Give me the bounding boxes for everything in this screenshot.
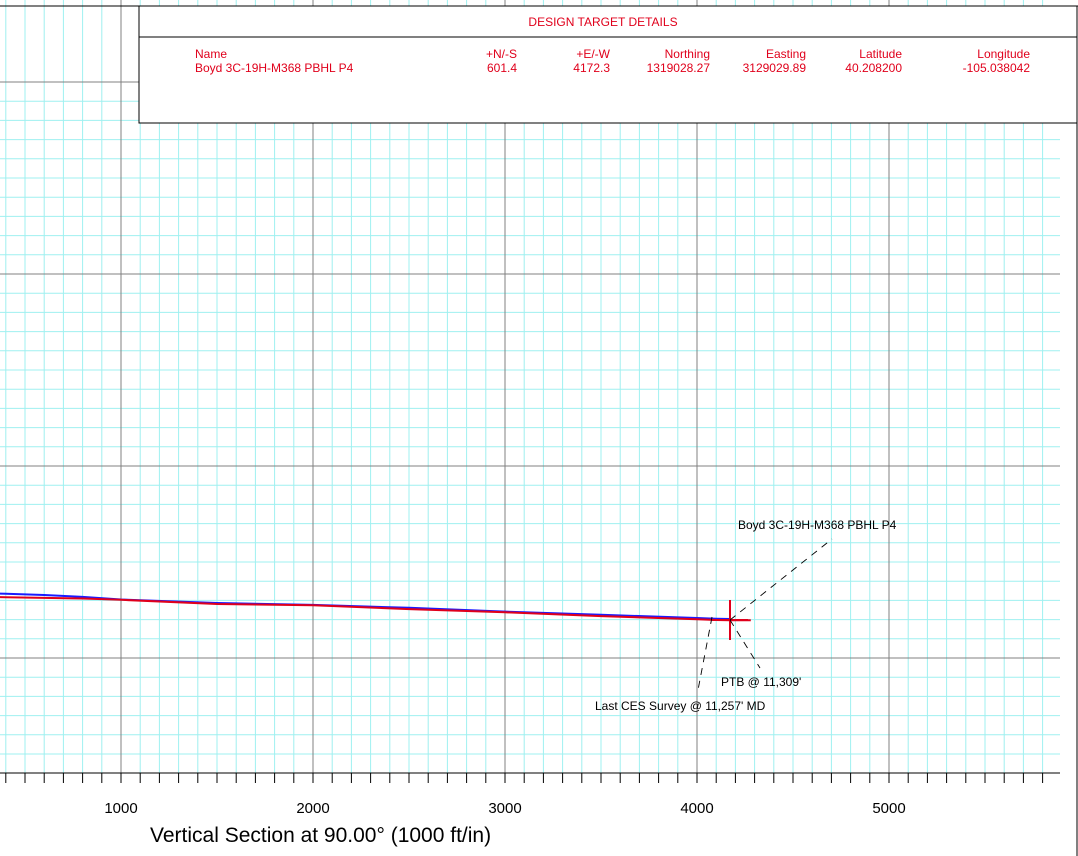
series-layer	[0, 592, 751, 622]
col-header-northing: Northing	[665, 47, 710, 61]
minor-grid	[0, 0, 1060, 773]
col-header-latitude: Latitude	[859, 47, 902, 61]
table-title: DESIGN TARGET DETAILS	[528, 15, 677, 29]
leader-last-survey	[697, 616, 713, 691]
annotation-last-survey: Last CES Survey @ 11,257' MD	[595, 699, 766, 713]
design-target-table: DESIGN TARGET DETAILS Name +N/-S +E/-W N…	[138, 5, 1078, 124]
col-header-longitude: Longitude	[977, 47, 1030, 61]
actual-line	[0, 596, 751, 622]
x-tick-label: 4000	[680, 800, 713, 817]
x-axis-title: Vertical Section at 90.00° (1000 ft/in)	[150, 824, 491, 847]
cell-latitude: 40.208200	[845, 61, 902, 75]
annotation-ptb: PTB @ 11,309'	[721, 675, 801, 689]
table-box	[138, 5, 1078, 124]
col-header-easting: Easting	[766, 47, 806, 61]
col-header-name: Name	[195, 47, 227, 61]
x-ticks	[5, 773, 1044, 783]
x-tick-labels: 1000 2000 3000 4000 5000	[104, 800, 905, 817]
cell-ew: 4172.3	[573, 61, 610, 75]
leader-pbhl	[729, 538, 833, 621]
cell-ns: 601.4	[487, 61, 517, 75]
cell-name: Boyd 3C-19H-M368 PBHL P4	[195, 61, 354, 75]
cell-easting: 3129029.89	[743, 61, 807, 75]
annotation-leaders	[697, 538, 833, 691]
x-tick-label: 5000	[872, 800, 905, 817]
annotation-pbhl: Boyd 3C-19H-M368 PBHL P4	[738, 518, 897, 532]
x-tick-label: 1000	[104, 800, 137, 817]
col-header-ew: +E/-W	[576, 47, 610, 61]
col-header-ns: +N/-S	[486, 47, 517, 61]
leader-ptb	[729, 619, 761, 669]
x-tick-label: 3000	[488, 800, 521, 817]
cell-longitude: -105.038042	[963, 61, 1031, 75]
x-tick-label: 2000	[296, 800, 329, 817]
cell-northing: 1319028.27	[647, 61, 711, 75]
